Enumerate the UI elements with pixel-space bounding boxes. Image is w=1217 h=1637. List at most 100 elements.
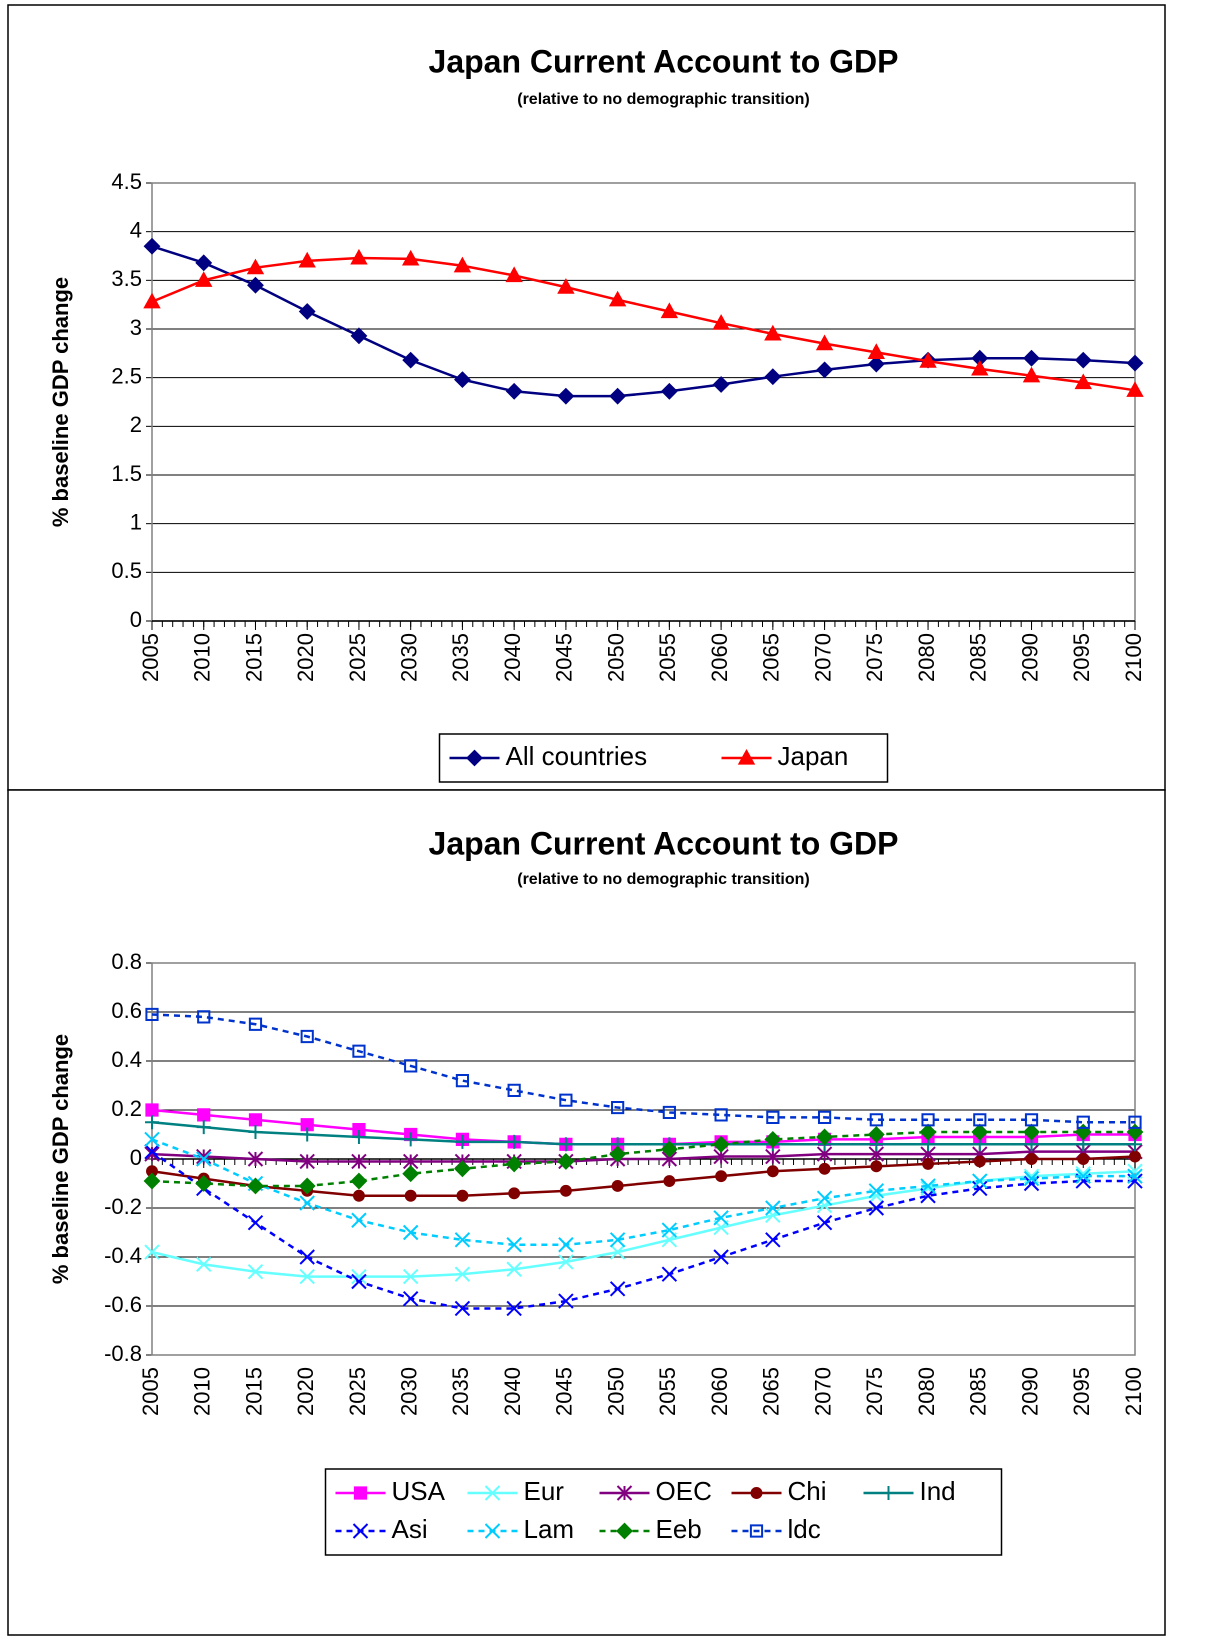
marker-shape (195, 1175, 213, 1192)
marker-shape (145, 1007, 159, 1022)
series-line (151, 1121, 1135, 1146)
marker-shape (609, 1145, 627, 1163)
marker (559, 1093, 573, 1107)
marker (816, 1197, 833, 1214)
x-tick-label: 2025 (345, 1367, 370, 1416)
marker-shape (145, 1115, 159, 1130)
y-tick-label: 3 (130, 315, 142, 340)
marker (197, 1108, 211, 1122)
y-tick-label: -0.6 (104, 1292, 142, 1317)
marker-shape (299, 1153, 315, 1170)
marker-shape (609, 1232, 626, 1248)
marker-shape (248, 1113, 263, 1127)
marker (298, 1177, 316, 1195)
x-tick-label: 2070 (810, 1367, 835, 1416)
marker-shape (818, 1162, 831, 1175)
marker-shape (712, 314, 730, 330)
marker-shape (144, 1146, 160, 1162)
marker-shape (816, 1128, 833, 1146)
marker-shape (453, 256, 472, 273)
marker (247, 1263, 264, 1280)
marker (922, 1157, 935, 1170)
marker (146, 1165, 158, 1178)
marker (299, 1153, 315, 1170)
marker-shape (403, 1132, 418, 1147)
marker (195, 254, 213, 272)
chart-subtitle: (relative to no demographic transition) (517, 871, 809, 888)
marker (402, 351, 420, 369)
marker (505, 266, 523, 283)
x-tick-label: 2005 (138, 633, 163, 682)
marker-shape (867, 355, 885, 373)
marker (713, 1249, 729, 1265)
marker (1127, 1168, 1143, 1184)
x-tick-label: 2060 (707, 1367, 732, 1416)
marker (971, 359, 989, 376)
marker (466, 749, 483, 767)
marker-shape (616, 1485, 633, 1501)
marker (611, 1100, 625, 1115)
marker-shape (454, 1232, 471, 1248)
marker (818, 1162, 831, 1175)
legend-label: ldc (788, 1514, 821, 1544)
marker (505, 1155, 523, 1173)
marker (506, 1237, 522, 1253)
marker-shape (352, 1044, 366, 1058)
y-tick-label: 2 (130, 412, 142, 437)
marker (300, 1118, 314, 1132)
marker-shape (920, 1180, 936, 1197)
series-line (151, 1150, 1135, 1163)
marker (870, 1160, 883, 1173)
marker (663, 1175, 676, 1188)
marker (764, 1130, 782, 1148)
x-tick-label: 2035 (448, 1367, 473, 1416)
marker (764, 368, 782, 386)
x-tick-label: 2030 (396, 633, 421, 682)
y-tick-label: 0.5 (111, 558, 142, 583)
marker (195, 1175, 213, 1192)
marker (765, 1200, 781, 1216)
marker (764, 324, 782, 341)
marker-shape (616, 1522, 633, 1540)
marker-shape (558, 1293, 574, 1309)
marker-shape (505, 266, 523, 283)
marker (1074, 351, 1092, 369)
y-tick-label: 0.6 (111, 998, 142, 1023)
marker-shape (559, 1093, 573, 1107)
marker (352, 1044, 366, 1058)
marker-shape (713, 1249, 729, 1265)
marker (1128, 1115, 1142, 1129)
marker (973, 1113, 987, 1127)
marker (351, 1212, 367, 1228)
marker-shape (764, 368, 782, 386)
marker (248, 1017, 263, 1031)
marker-shape (972, 1173, 988, 1189)
marker (765, 1232, 781, 1248)
marker-shape (1023, 349, 1040, 367)
marker-shape (404, 1059, 418, 1073)
x-tick-label: 2055 (655, 633, 680, 682)
marker-shape (611, 1180, 624, 1192)
marker (557, 278, 575, 294)
marker (350, 248, 368, 265)
marker-shape (143, 1172, 161, 1190)
marker (247, 1151, 264, 1167)
marker (1023, 1168, 1040, 1184)
x-tick-label: 2080 (914, 633, 939, 682)
marker-shape (765, 1207, 781, 1224)
marker-shape (1127, 1168, 1143, 1184)
marker (749, 1524, 764, 1538)
marker (558, 1293, 574, 1309)
marker (404, 1189, 417, 1202)
marker (920, 1178, 936, 1194)
marker (766, 1110, 780, 1124)
marker-shape (402, 1224, 419, 1241)
marker-shape (351, 1153, 367, 1170)
y-tick-label: 2.5 (111, 363, 142, 388)
marker (920, 1180, 936, 1197)
marker (508, 1187, 521, 1200)
marker (1126, 381, 1144, 397)
marker-shape (248, 1017, 263, 1031)
marker (559, 1184, 572, 1197)
marker-shape (815, 334, 834, 351)
